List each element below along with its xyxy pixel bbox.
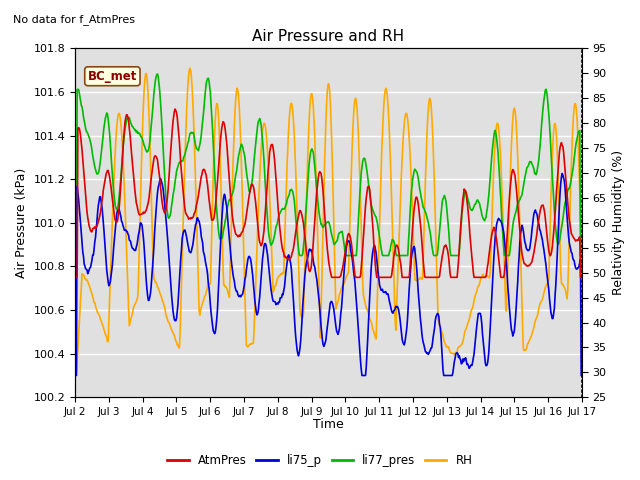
li75_p (71, 372, 79, 378)
li75_p (81, 261, 88, 267)
RH (405, 135, 413, 141)
li77_pres (211, 183, 219, 189)
AtmPres (172, 106, 179, 112)
RH (81, 273, 88, 279)
li77_pres (578, 252, 586, 258)
li77_pres (390, 240, 398, 246)
li75_p (404, 299, 412, 304)
RH (390, 292, 398, 298)
RH (186, 65, 194, 71)
li75_p (578, 372, 586, 378)
li75_p (132, 244, 140, 250)
AtmPres (578, 275, 586, 280)
li77_pres (185, 139, 193, 144)
Line: li77_pres: li77_pres (75, 74, 582, 255)
Y-axis label: Air Pressure (kPa): Air Pressure (kPa) (15, 168, 28, 278)
Y-axis label: Relativity Humidity (%): Relativity Humidity (%) (612, 150, 625, 295)
li75_p (558, 170, 566, 176)
li75_p (390, 308, 397, 314)
Line: li75_p: li75_p (75, 173, 582, 375)
RH (132, 298, 140, 304)
li77_pres (81, 118, 88, 124)
li77_pres (154, 71, 161, 77)
RH (578, 265, 586, 271)
Legend: AtmPres, li75_p, li77_pres, RH: AtmPres, li75_p, li77_pres, RH (163, 449, 477, 472)
AtmPres (132, 200, 140, 206)
Line: RH: RH (75, 68, 582, 372)
AtmPres (81, 173, 88, 179)
Text: BC_met: BC_met (88, 70, 137, 83)
Line: AtmPres: AtmPres (75, 109, 582, 277)
AtmPres (185, 216, 193, 222)
AtmPres (71, 275, 79, 280)
RH (211, 115, 219, 121)
X-axis label: Time: Time (313, 419, 344, 432)
AtmPres (390, 250, 398, 256)
li75_p (211, 331, 218, 336)
AtmPres (211, 205, 219, 211)
Text: No data for f_AtmPres: No data for f_AtmPres (13, 14, 135, 25)
Title: Air Pressure and RH: Air Pressure and RH (252, 29, 404, 44)
RH (184, 83, 191, 89)
li77_pres (71, 252, 79, 258)
li77_pres (132, 130, 140, 135)
li75_p (184, 241, 191, 247)
li77_pres (405, 228, 413, 233)
RH (71, 370, 79, 375)
AtmPres (405, 275, 413, 280)
